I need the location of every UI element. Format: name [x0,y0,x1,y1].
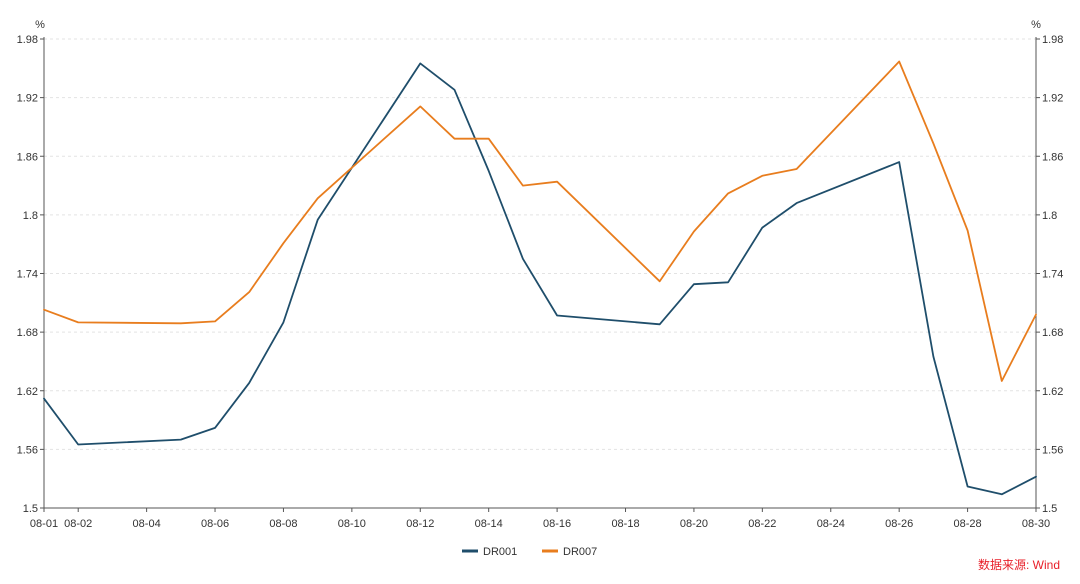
data-source-note: 数据来源: Wind [978,557,1060,572]
x-tick-label: 08-02 [64,518,92,530]
right-y-tick-label: 1.98 [1042,34,1063,46]
x-tick-label: 08-10 [338,518,366,530]
right-y-unit: % [1031,19,1041,31]
left-y-tick-label: 1.98 [17,34,38,46]
series-line-dr001 [43,62,1037,496]
right-y-tick-label: 1.56 [1042,444,1063,456]
axes: % % 1.5 1.5 1.56 1.56 1.62 1.62 1.68 1.68 1.74 1.… [17,19,1064,530]
x-tick-label: 08-20 [680,518,708,530]
x-tick-label: 08-06 [201,518,229,530]
x-tick-label: 08-01 [30,518,58,530]
right-y-tick-label: 1.86 [1042,151,1063,163]
legend-label-dr007: DR007 [563,546,597,558]
x-tick-label: 08-22 [748,518,776,530]
legend: DR001 DR007 [462,546,597,558]
left-y-tick-label: 1.68 [17,327,38,339]
grid [44,38,1036,450]
x-tick-label: 08-26 [885,518,913,530]
x-tick-label: 08-12 [406,518,434,530]
x-tick-label: 08-14 [475,518,503,530]
x-tick-label: 08-24 [817,518,845,530]
right-y-tick-label: 1.62 [1042,386,1063,398]
left-y-tick-label: 1.74 [17,269,38,281]
right-y-tick-label: 1.68 [1042,327,1063,339]
right-y-tick-label: 1.92 [1042,93,1063,105]
left-y-tick-label: 1.62 [17,386,38,398]
left-y-tick-label: 1.8 [23,210,38,222]
x-tick-label: 08-08 [269,518,297,530]
x-tick-label: 08-16 [543,518,571,530]
x-tick-label: 08-30 [1022,518,1050,530]
series-line-dr007 [43,60,1037,382]
x-tick-label: 08-28 [954,518,982,530]
left-y-tick-label: 1.5 [23,503,38,515]
left-y-unit: % [35,19,45,31]
x-tick-label: 08-04 [133,518,161,530]
left-y-tick-label: 1.92 [17,93,38,105]
left-y-tick-label: 1.86 [17,151,38,163]
x-tick-label: 08-18 [611,518,639,530]
right-y-tick-label: 1.5 [1042,503,1057,515]
left-y-tick-label: 1.56 [17,444,38,456]
right-y-tick-label: 1.74 [1042,269,1063,281]
right-y-tick-label: 1.8 [1042,210,1057,222]
series [43,60,1037,496]
legend-label-dr001: DR001 [483,546,517,558]
